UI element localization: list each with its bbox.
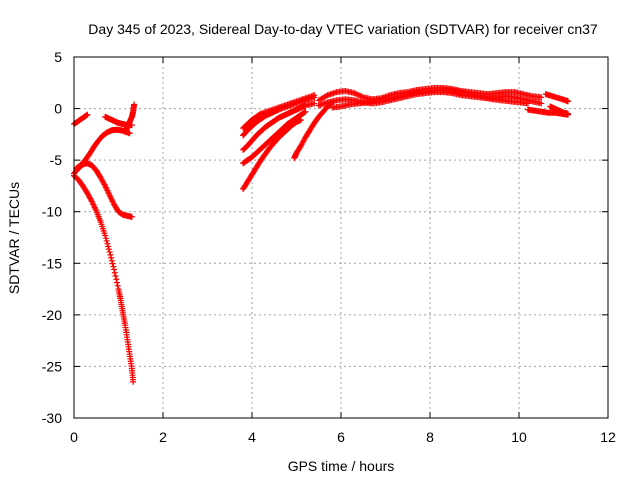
data-point <box>538 94 545 101</box>
data-point <box>297 116 304 123</box>
axis-ticks: 0 2 4 6 8 10 12 5 0 -5 -10 -15 -20 -25 -30 <box>42 49 616 445</box>
data-point <box>102 235 109 242</box>
data-point <box>107 251 114 258</box>
series-arc-4 <box>122 101 138 136</box>
series-arc-6 <box>71 172 137 385</box>
data-point <box>104 240 111 247</box>
data-point <box>110 263 117 270</box>
data-point <box>126 130 133 137</box>
data-point <box>108 254 115 261</box>
x-tick-label: 10 <box>511 429 527 445</box>
data-point <box>105 246 112 253</box>
data-point <box>114 282 121 289</box>
series-arc-1 <box>71 111 91 128</box>
y-tick-label: -5 <box>50 152 63 168</box>
plot-frame <box>73 56 609 419</box>
data-point <box>114 279 121 286</box>
data-point <box>131 101 138 108</box>
data-point <box>106 248 113 255</box>
data-point <box>109 260 116 267</box>
data-point <box>130 378 137 385</box>
chart-title: Day 345 of 2023, Sidereal Day-to-day VTE… <box>88 21 598 37</box>
y-tick-label: 5 <box>54 49 62 65</box>
x-tick-label: 4 <box>248 429 256 445</box>
data-point <box>538 100 545 107</box>
y-tick-label: -25 <box>42 358 62 374</box>
data-point <box>524 100 531 107</box>
data-point <box>564 98 571 105</box>
data-point <box>112 273 119 280</box>
x-tick-label: 2 <box>159 429 167 445</box>
x-tick-label: 12 <box>600 429 616 445</box>
data-point <box>108 257 115 264</box>
x-axis-label: GPS time / hours <box>288 458 395 474</box>
data-point <box>103 237 110 244</box>
y-tick-label: -15 <box>42 255 62 271</box>
y-axis-label: SDTVAR / TECUs <box>6 182 22 294</box>
data-point <box>111 266 118 273</box>
data-point <box>111 269 118 276</box>
series-arc-11 <box>240 116 304 193</box>
series-arc-15 <box>329 87 531 111</box>
data-point <box>564 110 571 117</box>
series-arc-12 <box>291 99 336 162</box>
x-tick-label: 8 <box>426 429 434 445</box>
y-tick-label: 0 <box>54 101 62 117</box>
series-arc-10 <box>240 108 309 167</box>
x-tick-label: 6 <box>337 429 345 445</box>
data-point <box>311 94 318 101</box>
series-arc-18 <box>547 103 571 117</box>
data-point <box>105 243 112 250</box>
x-tick-label: 0 <box>70 429 78 445</box>
y-tick-label: -10 <box>42 204 62 220</box>
data-point <box>311 100 318 107</box>
y-tick-label: -20 <box>42 307 62 323</box>
series-arc-5 <box>71 160 135 220</box>
data-points <box>71 84 571 385</box>
data-point <box>102 232 109 239</box>
y-tick-label: -30 <box>42 410 62 426</box>
series-arc-8 <box>240 94 318 139</box>
series-arc-17 <box>542 91 571 105</box>
data-point <box>113 276 120 283</box>
data-point <box>128 213 135 220</box>
data-point <box>302 108 309 115</box>
data-point <box>84 111 91 118</box>
series-arc-9 <box>240 100 318 153</box>
